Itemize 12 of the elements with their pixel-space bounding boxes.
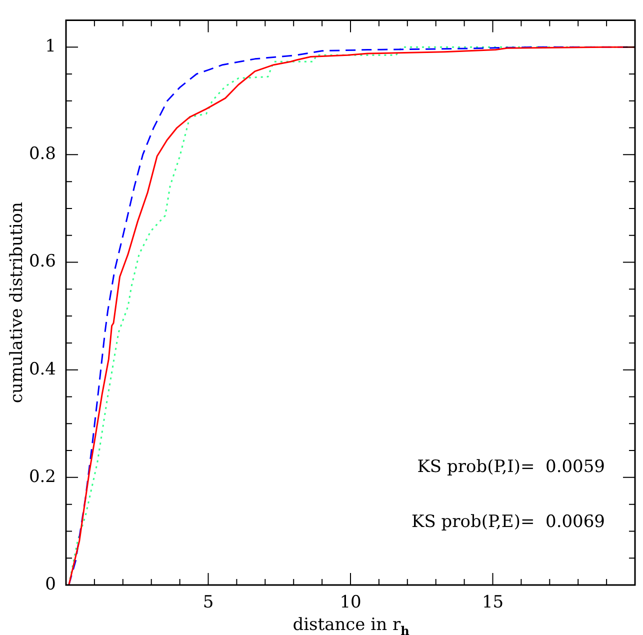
annotation: KS prob(P,E)= 0.0069 [412,512,605,532]
x-tick-label: 15 [482,592,504,613]
y-axis-title: cumulative distribution [7,202,27,404]
y-tick-label: 0.6 [28,252,56,272]
y-tick-label: 0.8 [28,144,56,164]
y-tick-label: 0.2 [28,466,56,487]
y-tick-label: 0.4 [28,359,56,380]
annotation: KS prob(P,I)= 0.0059 [417,457,606,477]
y-tick-label: 1 [45,36,56,57]
x-tick-label: 5 [202,592,214,613]
x-tick-label: 10 [340,592,362,613]
y-tick-label: 0 [45,574,56,594]
